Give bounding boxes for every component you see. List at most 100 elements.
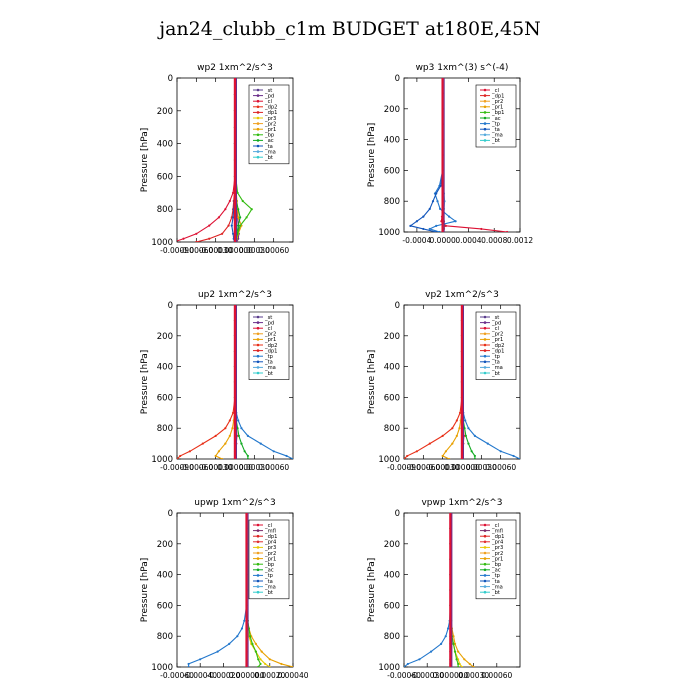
legend-label: _cl [264, 326, 272, 332]
y-tick-label: 600 [157, 172, 173, 182]
legend-marker [483, 557, 487, 560]
y-tick-label: 1000 [378, 228, 400, 238]
legend-label: _dp1 [491, 93, 504, 99]
y-tick-label: 800 [384, 632, 400, 642]
legend-label: _tp [491, 121, 501, 127]
x-tick-label: 0.00030 [239, 463, 270, 472]
legend-label: _bp [264, 562, 275, 568]
legend-marker [256, 321, 260, 324]
series-point-tp [406, 662, 409, 666]
series-point-tp [237, 419, 240, 422]
series-group [173, 78, 253, 243]
panel-title: up2 1xm^2/s^3 [198, 290, 272, 300]
legend-marker [256, 546, 260, 549]
series-point-pr1 [448, 457, 451, 459]
series-line-dp2 [177, 305, 236, 459]
panel-title: vpwp 1xm^2/s^3 [421, 498, 502, 508]
series-point-tp [438, 207, 442, 210]
legend-label: _dp1 [491, 348, 504, 354]
y-tick-label: 400 [157, 571, 173, 581]
y-tick-label: 400 [157, 363, 173, 373]
legend-marker [483, 321, 487, 324]
legend-marker [256, 111, 260, 114]
legend-marker [483, 590, 487, 594]
series-point-tp [429, 650, 433, 653]
panel-wp3: wp3 1xm^(3) s^(-4) 0 200 400 600 800 1000 Press… [367, 63, 533, 245]
series-point-ta [415, 220, 418, 223]
x-tick-label: 0.0000 [430, 236, 456, 245]
y-tick-label: 600 [384, 166, 400, 176]
series-point-cl [217, 216, 220, 219]
series-point-pr1 [231, 427, 234, 430]
legend-marker [256, 534, 260, 538]
series-point-cl [173, 241, 175, 243]
series-point-pr1 [455, 434, 458, 437]
series-point-pr1 [458, 427, 461, 430]
legend-label: _dp2 [264, 105, 277, 111]
series-point-tp [246, 434, 249, 437]
series-point-tp [467, 427, 470, 430]
series-point-ac [246, 457, 249, 459]
legend-marker [483, 366, 487, 369]
legend-label: _cl [264, 523, 272, 529]
legend-label: _ma [491, 133, 503, 139]
legend-label: _pr1 [491, 556, 503, 562]
series-point-ac [473, 457, 476, 459]
legend-label: _pr1 [264, 556, 276, 562]
series-point-tp [240, 427, 243, 430]
series-point-tp [243, 619, 246, 622]
legend-label: _st [491, 315, 499, 321]
legend-marker [256, 574, 260, 577]
series-point-bp [453, 650, 457, 653]
series-point-tp [499, 450, 502, 453]
x-tick-label: 0.0012 [507, 236, 533, 245]
series-point-pr1 [280, 662, 283, 666]
series-point-pr3 [259, 658, 262, 661]
legend-marker [256, 338, 260, 341]
legend-label: _pr1 [491, 105, 503, 111]
legend-label: _bp [264, 133, 275, 139]
y-tick-label: 800 [157, 205, 173, 215]
legend-box [248, 311, 290, 380]
legend-marker [256, 557, 260, 560]
series-point-dp2 [188, 450, 191, 453]
legend-label: _dp1 [264, 110, 277, 116]
legend-label: _cl [491, 523, 499, 529]
series-point-tp [259, 442, 262, 445]
legend-label: _bt [264, 155, 273, 161]
series-point-tp [240, 627, 244, 630]
series-point-ta [409, 224, 412, 227]
legend-label: _bt [264, 371, 273, 377]
x-tick-label: -0.00030 [426, 463, 460, 472]
series-group [187, 513, 293, 667]
legend-label: _mfl [264, 528, 276, 534]
series-point-pr1 [260, 650, 263, 653]
x-tick-label: -0.00030 [199, 246, 233, 255]
series-point-pr3 [268, 665, 271, 667]
series-point-pr1 [453, 642, 457, 646]
series-point-cl [506, 230, 509, 232]
series-point-bp [239, 224, 242, 227]
y-tick-label: 800 [384, 424, 400, 434]
legend-label: _tp [264, 354, 274, 360]
legend-marker [483, 326, 487, 330]
series-point-pr1 [224, 442, 227, 445]
y-tick-label: 1000 [378, 455, 400, 465]
legend-marker [483, 529, 487, 532]
x-tick-label: -0.00060 [406, 463, 440, 472]
legend-marker [256, 371, 260, 375]
legend-label: _ac [264, 568, 274, 574]
legend-marker [256, 326, 260, 330]
legend-marker [483, 360, 487, 364]
series-point-ta [439, 184, 442, 187]
series-point-bp [245, 216, 248, 219]
y-tick-label: 400 [384, 571, 400, 581]
legend-label: _ma [491, 365, 503, 371]
series-point-ac [246, 454, 249, 458]
x-tick-label: -0.00060 [179, 463, 213, 472]
legend-marker [256, 354, 260, 358]
legend-label: _pr3 [264, 545, 276, 551]
legend-label: _tp [491, 354, 501, 360]
x-tick-label: 0.0008 [481, 236, 507, 245]
legend-marker [256, 579, 260, 583]
